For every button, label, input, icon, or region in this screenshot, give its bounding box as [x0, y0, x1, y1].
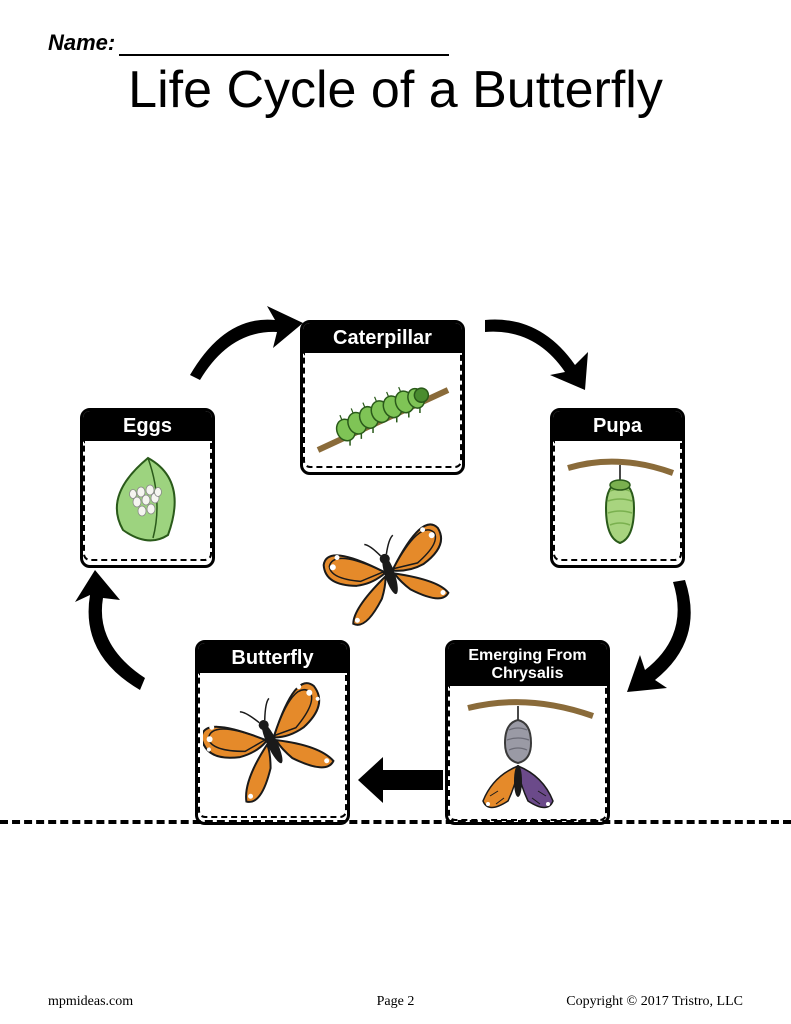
- stage-card-pupa: Pupa: [550, 408, 685, 568]
- name-field: Name:: [48, 30, 449, 56]
- arrow-emerging-to-butterfly: [358, 755, 443, 805]
- name-label: Name:: [48, 30, 115, 55]
- center-butterfly-icon: [320, 520, 460, 630]
- stage-card-eggs: Eggs: [80, 408, 215, 568]
- stage-image-butterfly: [198, 673, 347, 818]
- page-title: Life Cycle of a Butterfly: [0, 60, 791, 120]
- arrow-pupa-to-emerging: [605, 570, 715, 700]
- stage-image-eggs: [83, 441, 212, 561]
- name-underline[interactable]: [119, 38, 449, 56]
- arrow-butterfly-to-eggs: [65, 570, 175, 700]
- lifecycle-diagram: Eggs Caterpillar: [0, 150, 791, 800]
- stage-label-eggs: Eggs: [83, 411, 212, 441]
- arrow-eggs-to-caterpillar: [175, 300, 305, 390]
- stage-label-butterfly: Butterfly: [198, 643, 347, 673]
- stage-label-pupa: Pupa: [553, 411, 682, 441]
- arrow-caterpillar-to-pupa: [470, 300, 600, 390]
- stage-label-caterpillar: Caterpillar: [303, 323, 462, 353]
- stage-card-caterpillar: Caterpillar: [300, 320, 465, 475]
- stage-label-emerging: Emerging From Chrysalis: [448, 643, 607, 686]
- footer-copyright: Copyright © 2017 Tristro, LLC: [566, 994, 743, 1010]
- stage-image-caterpillar: [303, 353, 462, 468]
- stage-image-pupa: [553, 441, 682, 561]
- cut-line: [0, 820, 791, 824]
- stage-card-butterfly: Butterfly: [195, 640, 350, 825]
- stage-card-emerging: Emerging From Chrysalis: [445, 640, 610, 825]
- stage-image-emerging: [448, 686, 607, 821]
